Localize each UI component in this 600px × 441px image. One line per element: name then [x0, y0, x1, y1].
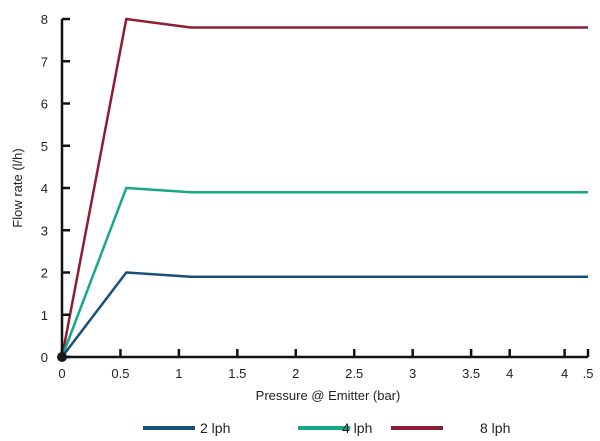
x-ticks: 0 0.5 1 1.5 2 2.5 3 3.5 4 4 .5: [58, 349, 593, 381]
y-ticks: 0 1 2 3 4 5 6 7 8: [41, 12, 70, 365]
x-tick-label: 0.5: [111, 366, 129, 381]
origin-marker: [57, 352, 67, 362]
y-tick-label: 5: [41, 139, 48, 154]
legend-label-8-lph: 8 lph: [480, 420, 510, 436]
x-tick-label: .5: [583, 366, 594, 381]
y-tick-label: 3: [41, 223, 48, 238]
y-tick-label: 7: [41, 54, 48, 69]
x-tick-label: 2.5: [345, 366, 363, 381]
series-line-4-lph: [60, 186, 588, 358]
legend: 2 lph 4 lph 8 lph: [143, 420, 510, 436]
series-line-2-lph: [61, 271, 588, 358]
x-tick-label: 4: [506, 366, 513, 381]
y-tick-label: 8: [41, 12, 48, 27]
legend-label-4-lph: 4 lph: [342, 420, 372, 436]
y-tick-label: 4: [41, 181, 48, 196]
series-layer: [60, 17, 588, 358]
series-line-8-lph: [60, 17, 588, 358]
x-tick-label: 3.5: [462, 366, 480, 381]
y-tick-label: 1: [41, 308, 48, 323]
x-tick-label: 0: [58, 366, 65, 381]
y-axis-title: Flow rate (l/h): [10, 148, 25, 227]
legend-label-2-lph: 2 lph: [200, 420, 230, 436]
axes-layer: 0 1 2 3 4 5 6 7 8 0 0.5 1 1.5 2 2.5 3 3.5 4 4 .5: [41, 12, 594, 381]
x-axis-title: Pressure @ Emitter (bar): [256, 388, 401, 403]
x-tick-label: 3: [409, 366, 416, 381]
x-tick-label: 1.5: [228, 366, 246, 381]
x-tick-label: 1: [175, 366, 182, 381]
x-tick-label: 2: [292, 366, 299, 381]
x-tick-label: 4: [561, 366, 568, 381]
y-tick-label: 0: [41, 350, 48, 365]
y-tick-label: 2: [41, 266, 48, 281]
y-tick-label: 6: [41, 97, 48, 112]
